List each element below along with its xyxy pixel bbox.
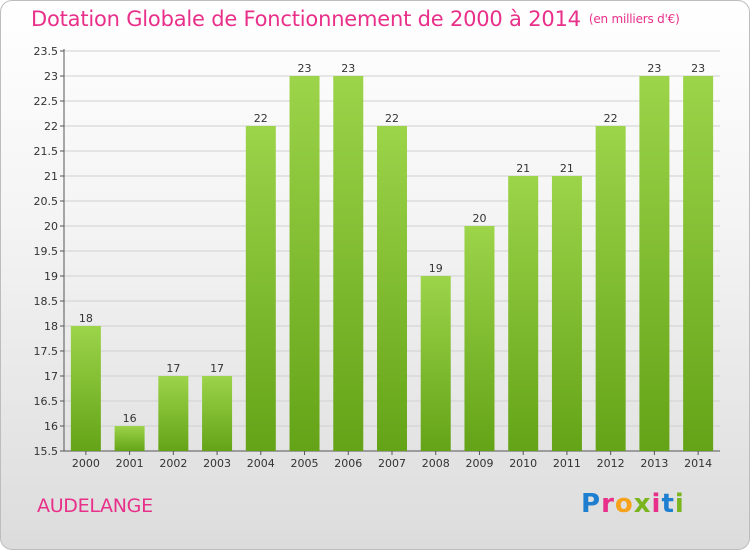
logo-letter: i — [674, 489, 685, 519]
location-label: AUDELANGE — [37, 495, 153, 517]
y-tick-label: 18.5 — [34, 295, 59, 308]
bar — [70, 326, 101, 451]
bar — [595, 126, 626, 451]
x-tick-label: 2000 — [72, 457, 100, 470]
data-label: 22 — [604, 112, 618, 125]
logo-letter: x — [633, 489, 652, 519]
x-tick-label: 2013 — [640, 457, 668, 470]
chart-title: Dotation Globale de Fonctionnement de 20… — [31, 7, 680, 31]
bar — [639, 76, 670, 451]
data-label: 23 — [647, 62, 661, 75]
data-label: 17 — [210, 362, 224, 375]
x-tick-label: 2010 — [509, 457, 537, 470]
bar — [158, 376, 189, 451]
y-tick-label: 20 — [44, 220, 58, 233]
y-tick-label: 19 — [44, 270, 58, 283]
y-tick-label: 16 — [44, 420, 58, 433]
y-tick-label: 20.5 — [34, 195, 59, 208]
x-tick-label: 2012 — [597, 457, 625, 470]
x-tick-label: 2002 — [159, 457, 187, 470]
x-tick-label: 2011 — [553, 457, 581, 470]
y-tick-label: 15.5 — [34, 445, 59, 458]
logo-letter: o — [614, 489, 634, 519]
data-label: 21 — [560, 162, 574, 175]
x-tick-label: 2014 — [684, 457, 712, 470]
bar — [333, 76, 364, 451]
bar — [114, 426, 145, 451]
data-label: 22 — [254, 112, 268, 125]
bar — [464, 226, 495, 451]
bar — [202, 376, 233, 451]
unit-label: (en milliers d'€) — [588, 12, 680, 26]
x-tick-label: 2009 — [465, 457, 493, 470]
bar — [508, 176, 539, 451]
y-tick-label: 22 — [44, 120, 58, 133]
data-label: 19 — [429, 262, 443, 275]
y-tick-label: 23 — [44, 70, 58, 83]
y-tick-label: 23.5 — [34, 45, 59, 58]
x-tick-label: 2003 — [203, 457, 231, 470]
y-tick-label: 18 — [44, 320, 58, 333]
x-tick-label: 2006 — [334, 457, 362, 470]
y-tick-label: 19.5 — [34, 245, 59, 258]
data-label: 16 — [123, 412, 137, 425]
bar — [683, 76, 714, 451]
data-label: 21 — [516, 162, 530, 175]
data-label: 18 — [79, 312, 93, 325]
logo-letter: i — [651, 489, 662, 519]
logo-letter: r — [601, 489, 615, 519]
y-tick-label: 17 — [44, 370, 58, 383]
logo-letter: t — [661, 489, 675, 519]
data-label: 22 — [385, 112, 399, 125]
proxiti-logo: Proxiti — [581, 489, 685, 519]
x-tick-label: 2004 — [247, 457, 275, 470]
x-tick-label: 2007 — [378, 457, 406, 470]
x-tick-label: 2008 — [422, 457, 450, 470]
x-tick-label: 2005 — [291, 457, 319, 470]
title-text: Dotation Globale de Fonctionnement de 20… — [31, 7, 581, 31]
bar — [551, 176, 582, 451]
y-tick-label: 21.5 — [34, 145, 59, 158]
bar — [245, 126, 276, 451]
x-tick-label: 2001 — [116, 457, 144, 470]
bar — [377, 126, 407, 451]
bar — [420, 276, 451, 451]
y-tick-label: 21 — [44, 170, 58, 183]
data-label: 23 — [298, 62, 312, 75]
y-tick-label: 16.5 — [34, 395, 59, 408]
y-tick-label: 22.5 — [34, 95, 59, 108]
data-label: 23 — [691, 62, 705, 75]
data-label: 17 — [166, 362, 180, 375]
data-label: 23 — [341, 62, 355, 75]
y-tick-label: 17.5 — [34, 345, 59, 358]
bar — [289, 76, 320, 451]
data-label: 20 — [472, 212, 486, 225]
logo-letter: P — [581, 489, 602, 519]
